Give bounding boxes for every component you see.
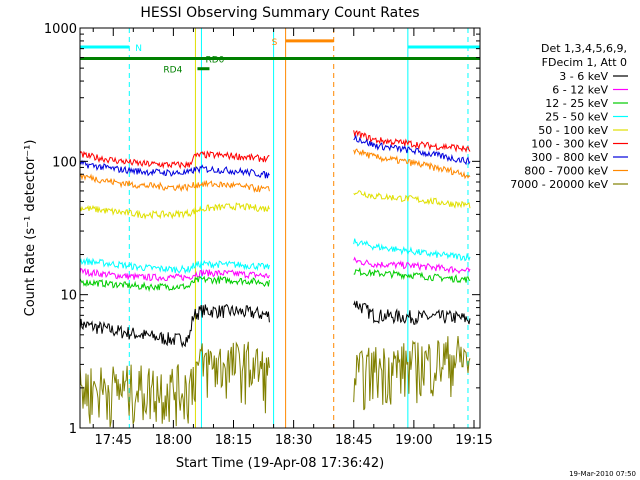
x-tick-label: 18:45: [335, 433, 372, 448]
series-2-trace-1: [353, 267, 471, 284]
legend-label: 12 - 25 keV: [545, 97, 608, 110]
legend-label: 6 - 12 keV: [552, 84, 608, 97]
legend-header-line: Det 1,3,4,5,6,9,: [541, 42, 627, 55]
plot-area: [80, 28, 480, 428]
y-tick-label: 1: [69, 422, 77, 437]
x-tick-label: 17:45: [95, 433, 132, 448]
state-label-s: S: [272, 38, 278, 48]
x-tick-label: 18:30: [275, 433, 312, 448]
legend-label: 25 - 50 keV: [545, 111, 608, 124]
axes: N S RD0 RD4 17:45 18:00 18:15 18:30 18:45 19:00 19…: [44, 22, 493, 448]
series-7-trace-1: [353, 148, 471, 180]
series-2-trace-0: [80, 275, 270, 293]
series-4-trace-1: [353, 190, 471, 209]
series-6-trace-1: [353, 133, 471, 166]
x-tick-label: 19:00: [395, 433, 432, 448]
series-7-trace-0: [80, 173, 270, 194]
y-tick-label: 10: [60, 289, 77, 304]
footer-timestamp: 19-Mar-2010 07:50: [569, 470, 636, 478]
x-tick-label: 18:00: [155, 433, 192, 448]
series-0-trace-0: [80, 304, 270, 349]
state-label-n: N: [135, 44, 142, 54]
series-0-trace-1: [353, 300, 471, 325]
legend-label: 800 - 7000 keV: [524, 165, 608, 178]
x-axis-label: Start Time (19-Apr-08 17:36:42): [176, 456, 384, 471]
state-label-rd0: RD0: [205, 56, 224, 66]
series-1-trace-1: [353, 256, 471, 274]
state-label-rd4: RD4: [163, 66, 182, 76]
series-8-trace-1: [353, 336, 471, 411]
series-4-trace-0: [80, 202, 270, 220]
legend-label: 100 - 300 keV: [531, 138, 608, 151]
legend-label: 50 - 100 keV: [538, 124, 608, 137]
y-tick-label: 1000: [44, 22, 77, 37]
series-5-trace-0: [80, 150, 270, 170]
y-tick-label: 100: [52, 155, 77, 170]
legend-label: 300 - 800 keV: [531, 151, 608, 164]
chart-title: HESSI Observing Summary Count Rates: [140, 5, 419, 21]
y-axis-label: Count Rate (s⁻¹ detector⁻¹): [23, 140, 38, 317]
plot-frame: [79, 27, 481, 429]
series-1-trace-0: [80, 267, 270, 282]
x-tick-label: 18:15: [215, 433, 252, 448]
series-6-trace-0: [80, 159, 270, 179]
legend-label: 3 - 6 keV: [559, 70, 608, 83]
series-8-trace-0: [80, 341, 270, 428]
series-5-trace-1: [353, 130, 471, 153]
legend-label: 7000 - 20000 keV: [510, 178, 608, 191]
legend-header-line: FDecim 1, Att 0: [542, 56, 627, 69]
legend: Det 1,3,4,5,6,9,FDecim 1, Att 03 - 6 keV…: [510, 42, 628, 191]
series-3-trace-1: [353, 238, 471, 262]
x-tick-label: 19:15: [455, 433, 492, 448]
series-3-trace-0: [80, 256, 270, 275]
